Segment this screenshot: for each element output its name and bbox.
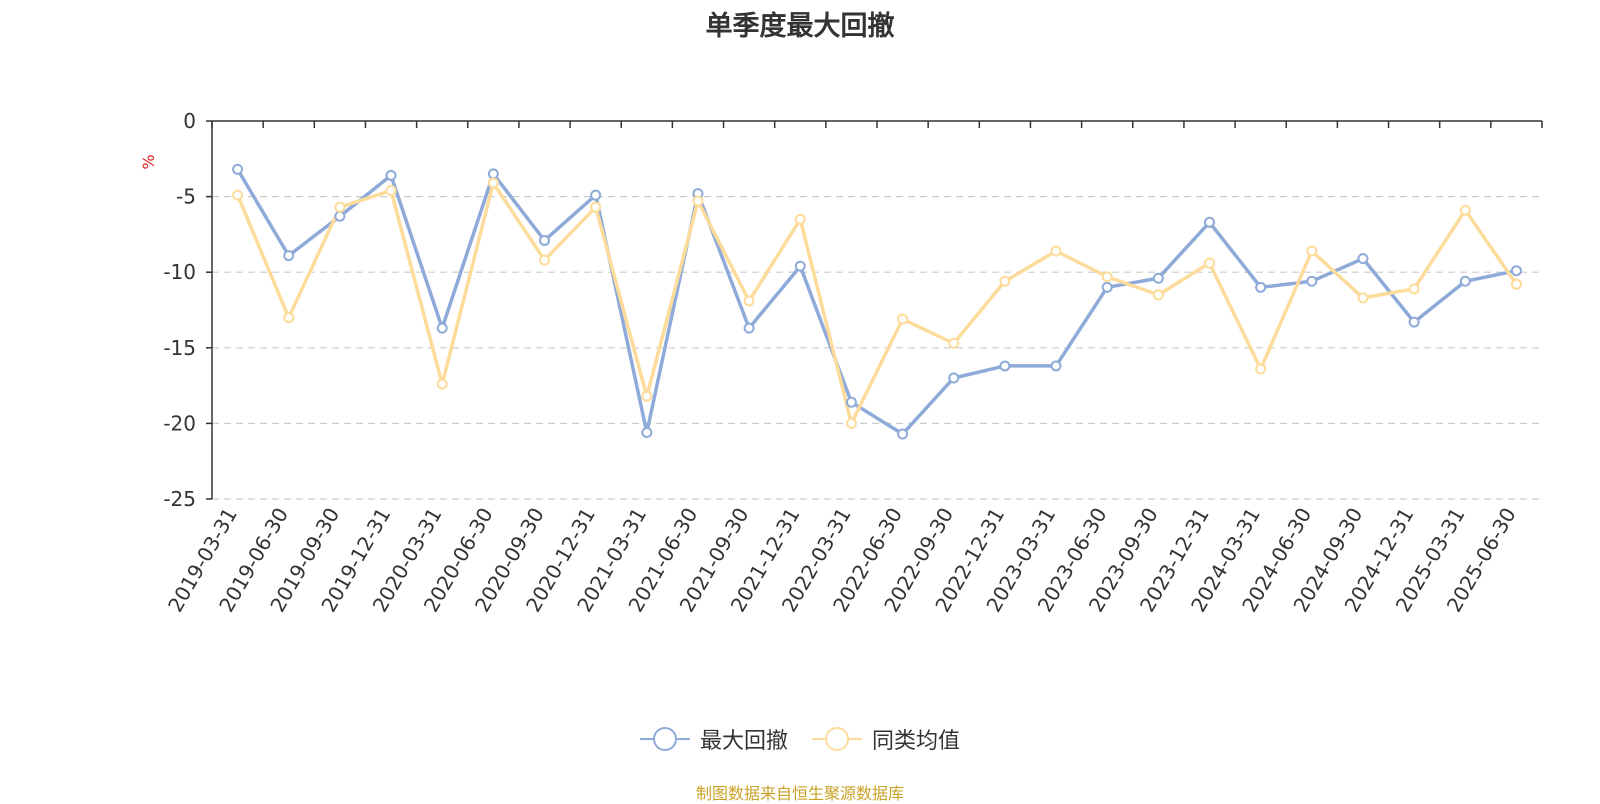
data-point-series-2 [641,390,653,402]
data-point-series-1 [487,168,499,180]
data-point-series-1 [385,169,397,181]
data-point-series-2 [1101,271,1113,283]
data-point-series-2 [487,177,499,189]
data-point-series-1 [999,360,1011,372]
series-line-1 [236,168,1517,436]
data-point-series-2 [590,201,602,213]
data-point-series-1 [1050,360,1062,372]
chart-title: 单季度最大回撤 [705,11,895,42]
data-point-series-1 [1101,281,1113,293]
data-point-series-1 [1459,275,1471,287]
data-point-series-1 [897,428,909,440]
data-point-series-1 [590,189,602,201]
legend-line-circle-icon [639,726,690,752]
data-point-series-1 [641,426,653,438]
data-point-series-2 [1050,245,1062,257]
data-point-series-2 [1459,204,1471,216]
data-point-series-1 [1204,216,1215,228]
data-point-series-1 [794,260,806,272]
series-lines [235,168,1518,436]
y-tick-label: -20 [163,411,196,435]
data-point-series-2 [1204,257,1215,269]
data-point-series-2 [232,189,244,201]
data-point-series-2 [283,312,295,324]
data-point-series-1 [1510,265,1522,277]
y-tick-label: -10 [163,260,196,284]
data-point-series-1 [1255,281,1267,293]
legend-item-series-1[interactable]: 最大回撤 [639,723,788,755]
data-points [232,163,1522,440]
data-point-series-2 [334,201,346,213]
data-point-series-2 [1306,245,1318,257]
legend-item-series-2[interactable]: 同类均值 [812,723,960,755]
data-point-series-2 [385,185,397,197]
data-point-series-2 [1510,278,1522,290]
chart-legend[interactable]: 最大回撤 同类均值 [0,723,1600,755]
data-point-series-2 [539,254,550,266]
data-point-series-1 [283,250,295,262]
data-point-series-1 [1152,272,1164,284]
data-point-series-2 [948,337,960,349]
data-point-series-1 [743,322,755,334]
data-point-series-2 [1357,292,1369,304]
data-point-series-2 [692,195,704,207]
y-tick-label: -5 [176,185,196,209]
y-tick-label: -25 [163,487,196,511]
data-point-series-2 [1408,283,1420,295]
data-point-series-2 [897,313,909,325]
data-point-series-2 [1255,363,1267,375]
y-tick-label: 0 [183,109,196,133]
data-point-series-1 [1357,253,1369,265]
legend-label-series-2: 同类均值 [872,729,961,754]
data-point-series-1 [436,322,448,334]
legend-label-series-1: 最大回撤 [699,729,788,754]
y-axis-label: % [139,154,158,169]
data-point-series-2 [436,378,448,390]
data-point-series-1 [334,210,346,222]
data-point-series-2 [845,417,857,429]
series-line-2 [235,181,1518,426]
data-point-series-1 [948,372,960,384]
data-point-series-2 [743,295,755,307]
data-point-series-1 [1408,316,1420,328]
source-note: 制图数据来自恒生聚源数据库 [695,784,904,803]
data-point-series-2 [999,275,1011,287]
data-point-series-1 [845,396,857,408]
y-tick-label: -15 [163,336,196,360]
data-point-series-2 [794,213,806,225]
tick-labels: 0-5-10-15-20-252019-03-312019-06-302019-… [163,109,1521,616]
data-point-series-1 [232,163,244,175]
data-point-series-1 [1306,275,1318,287]
data-point-series-2 [1152,289,1164,301]
legend-line-circle-icon [812,726,862,752]
axes [206,120,1543,500]
data-point-series-1 [539,234,550,246]
